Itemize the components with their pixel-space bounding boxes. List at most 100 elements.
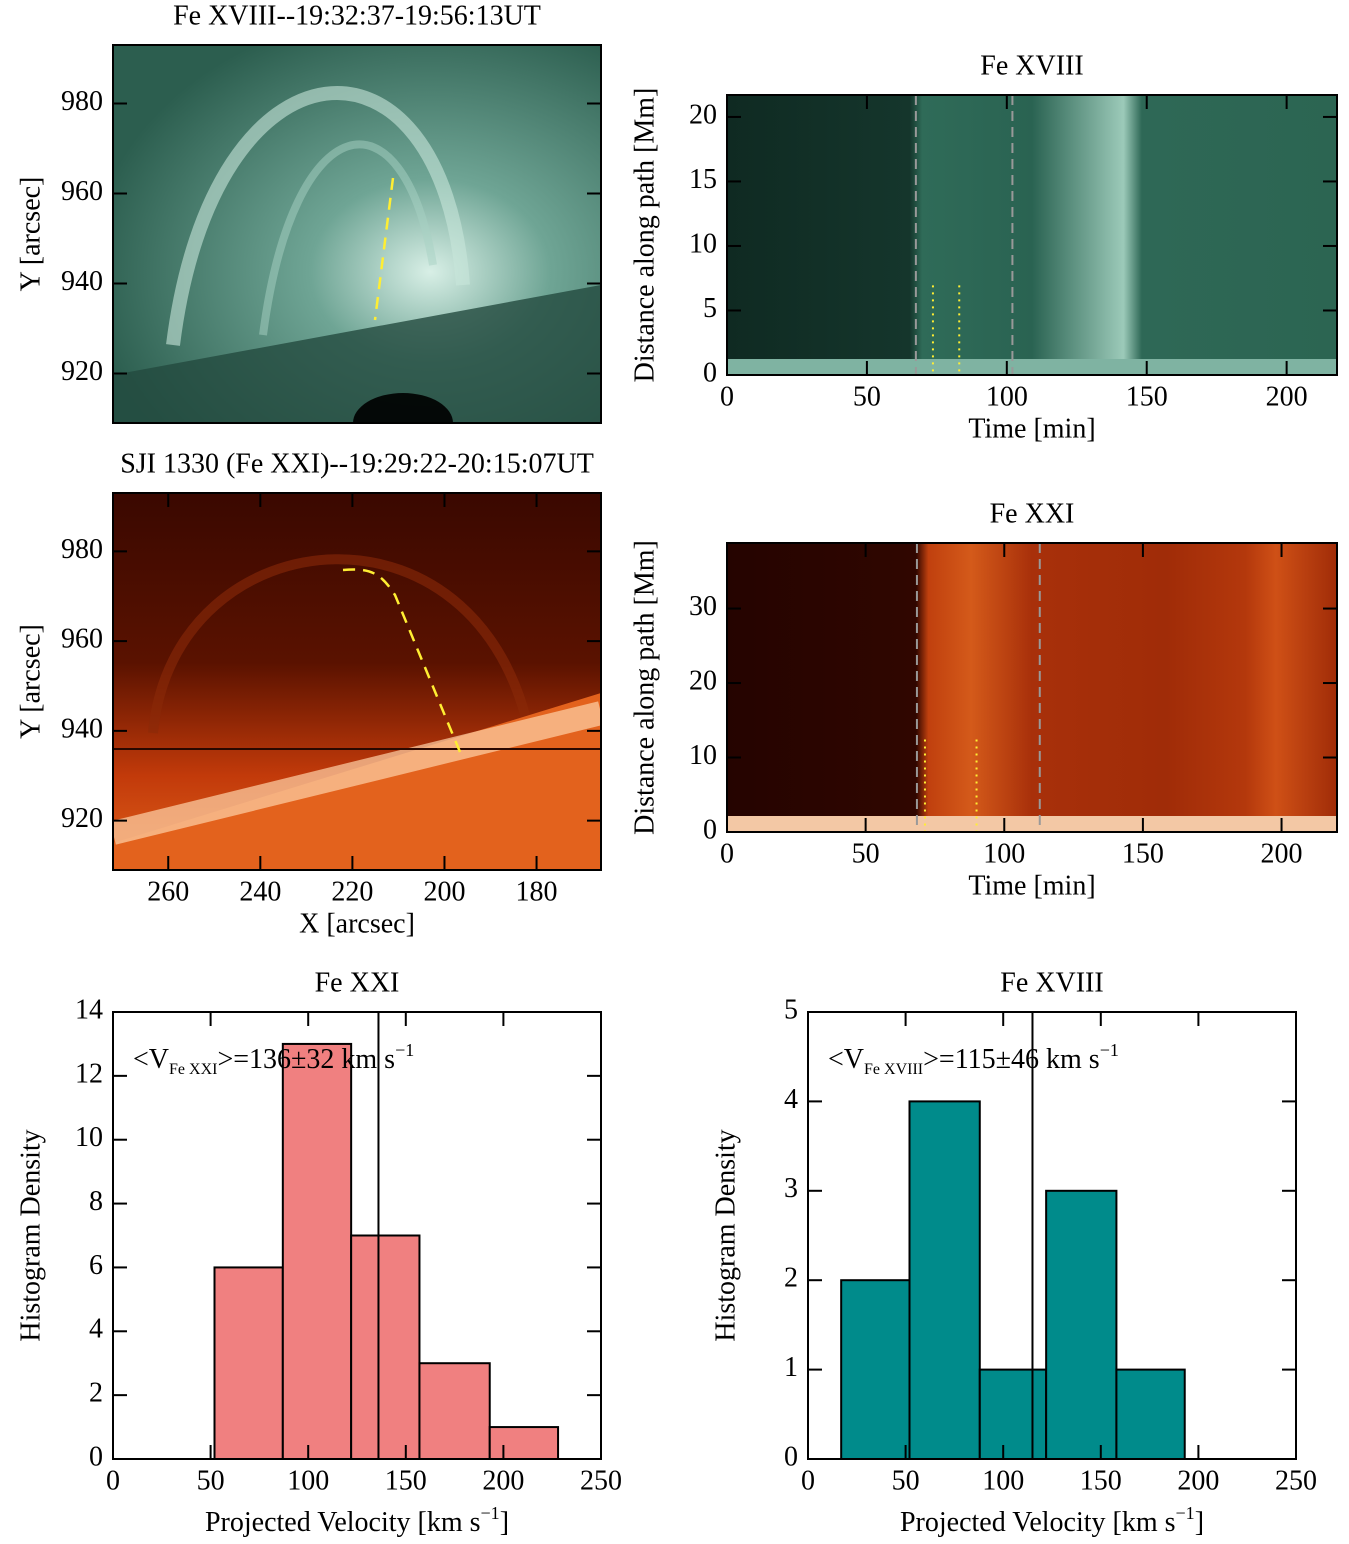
annotation: <VFe XXI>=136±32 km s−1 [133,1040,414,1078]
x-tick-label: 260 [147,876,189,907]
y-tick-label: 0 [703,357,717,388]
y-tick-label: 960 [61,624,103,655]
loop [166,86,470,346]
y-tick-label: 2 [784,1263,798,1294]
x-tick-label: 50 [853,381,881,412]
image-area [113,45,601,423]
annotation-part: <V [133,1044,169,1075]
axes-frame [112,492,602,871]
x-tick-label: 0 [801,1465,815,1496]
bar [1045,1189,1118,1461]
limb-bright [113,701,601,845]
x-axis-label-part: Projected Velocity [km s [205,1507,481,1538]
bar [908,1100,981,1461]
y-axis-label: Distance along path [Mm] [629,540,660,835]
annotation-part: Fe XXI [169,1061,217,1078]
axes-frame [726,94,1338,376]
y-tick-label: 0 [784,1441,798,1472]
x-axis-label: Time [min] [968,413,1095,444]
y-tick-label: 920 [61,803,103,834]
dark-spot [353,393,453,423]
y-tick-label: 10 [75,1122,103,1153]
y-tick-label: 920 [61,356,103,387]
x-axis-label: Projected Velocity [km s−1] [205,1503,509,1538]
x-tick-label: 0 [720,838,734,869]
y-axis-label: Y [arcsec] [15,624,46,739]
y-tick-label: 20 [689,99,717,130]
image-content [113,493,601,870]
image [727,543,1337,832]
x-axis-label-part: −1 [1176,1503,1195,1523]
plots: Fe XVIII--19:32:37-19:56:13UT 920 940 960 98… [15,0,1338,1538]
x-tick-label: 180 [516,876,558,907]
y-tick-label: 10 [689,228,717,259]
x-axis-label-part: −1 [481,1503,500,1523]
x-tick-label: 200 [1177,1465,1219,1496]
x-tick-label: 220 [331,876,373,907]
x-tick-label: 150 [1080,1465,1122,1496]
y-tick-label: 10 [689,740,717,771]
y-tick-label: 20 [689,665,717,696]
chart-title: Fe XVIII--19:32:37-19:56:13UT [173,0,541,31]
x-tick-label: 200 [482,1465,524,1496]
x-axis-label: X [arcsec] [299,908,415,939]
x-tick-label: 0 [720,381,734,412]
bar [488,1426,560,1460]
image-content [113,45,601,423]
y-tick-label: 940 [61,713,103,744]
path-marker [342,568,462,753]
y-axis-label: Histogram Density [710,1129,741,1341]
y-tick-label: 12 [75,1058,103,1089]
y-tick-label: 15 [689,164,717,195]
y-tick-label: 8 [89,1186,103,1217]
base-band [727,816,1337,832]
x-tick-label: 50 [852,838,880,869]
x-axis-label-part: Projected Velocity [km s [900,1507,1176,1538]
y-tick-label: 2 [89,1378,103,1409]
image-content [727,95,1337,375]
chart-title: SJI 1330 (Fe XXI)--19:29:22-20:15:07UT [120,448,594,479]
y-tick-label: 940 [61,266,103,297]
x-tick-label: 150 [1126,381,1168,412]
x-tick-label: 100 [986,381,1028,412]
y-tick-label: 960 [61,176,103,207]
axes-frame [726,542,1338,833]
y-tick-label: 30 [689,591,717,622]
y-axis-label: Histogram Density [15,1129,46,1341]
x-axis-label-part: ] [1195,1507,1204,1538]
x-tick-label: 50 [892,1465,920,1496]
axes-frame [807,1011,1297,1460]
image-area [113,493,601,870]
bar [840,1279,911,1460]
y-tick-label: 14 [75,994,103,1025]
y-tick-label: 1 [784,1352,798,1383]
limb [113,285,601,423]
x-tick-label: 200 [423,876,465,907]
loop [259,140,437,336]
annotation-part: <V [828,1044,864,1075]
bar [350,1234,421,1460]
y-axis-label: Distance along path [Mm] [629,88,660,383]
x-axis-label: Time [min] [968,870,1095,901]
y-tick-label: 4 [784,1084,798,1115]
bar [978,1368,1048,1460]
y-tick-label: 0 [703,814,717,845]
x-tick-label: 100 [982,1465,1024,1496]
y-tick-label: 6 [89,1250,103,1281]
x-axis-label: Projected Velocity [km s−1] [900,1503,1204,1538]
loop [148,554,538,754]
annotation: <VFe XVIII>=115±46 km s−1 [828,1040,1119,1078]
image-content [727,543,1337,832]
x-tick-label: 100 [983,838,1025,869]
image-area [727,95,1337,375]
x-tick-label: 250 [1275,1465,1317,1496]
x-tick-label: 50 [197,1465,225,1496]
annotation-part: −1 [1100,1040,1119,1060]
x-tick-label: 240 [239,876,281,907]
x-axis-label-part: ] [500,1507,509,1538]
annotation-part: >=136±32 km s [217,1044,395,1075]
chart-title: Fe XVIII [1000,967,1103,998]
annotation-part: Fe XVIII [864,1061,923,1078]
image [727,95,1337,375]
